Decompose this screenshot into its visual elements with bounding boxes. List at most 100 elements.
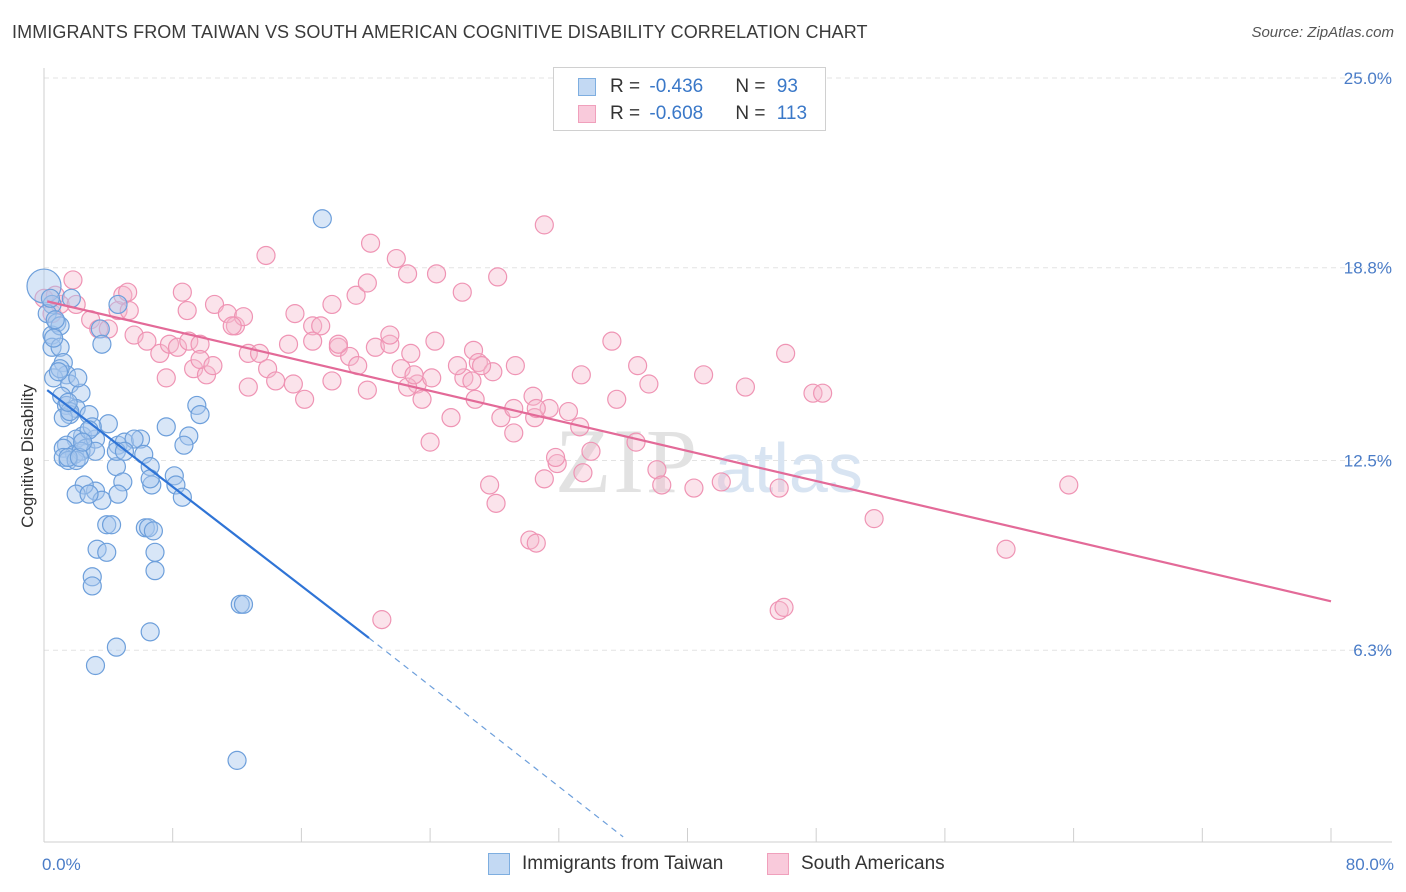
point-taiwan <box>68 368 88 388</box>
point-south-american <box>372 610 392 630</box>
point-taiwan <box>82 576 102 596</box>
watermark-atlas: atlas <box>715 429 863 507</box>
tick-labels: 6.3% 12.5% 18.8% 25.0% 0.0% 80.0% <box>42 69 1394 874</box>
bottom-legend-label-south-americans: South Americans <box>801 853 945 874</box>
point-south-american <box>357 380 377 400</box>
point-south-american <box>483 362 503 382</box>
point-south-american <box>346 285 366 305</box>
point-south-american <box>1059 475 1079 495</box>
point-south-american <box>360 233 381 253</box>
point-south-american <box>357 273 377 293</box>
point-taiwan <box>73 432 93 452</box>
point-south-american <box>480 475 500 495</box>
legend-row-south-americans: R = -0.608 N = 113 <box>578 102 807 126</box>
point-taiwan <box>58 392 78 412</box>
point-south-american <box>504 423 524 443</box>
point-taiwan <box>113 472 133 492</box>
point-south-american <box>471 356 492 376</box>
point-south-american <box>545 447 566 468</box>
trend-line-taiwan-extrapolated <box>368 637 624 838</box>
bottom-legend-taiwan: Immigrants from Taiwan <box>488 852 723 876</box>
point-taiwan <box>106 637 126 657</box>
point-south-american <box>156 368 176 388</box>
point-south-american <box>172 282 192 302</box>
point-taiwan <box>97 542 117 562</box>
chart-title: IMMIGRANTS FROM TAIWAN VS SOUTH AMERICAN… <box>12 22 868 42</box>
point-taiwan <box>47 313 67 333</box>
legend-n-value: 93 <box>776 76 798 97</box>
point-south-american <box>639 374 659 394</box>
point-south-american <box>769 478 789 498</box>
x-tick-label-max: 80.0% <box>1346 855 1394 874</box>
point-taiwan <box>98 414 118 434</box>
point-south-american <box>647 460 667 480</box>
point-south-american <box>452 282 472 302</box>
point-taiwan <box>58 447 78 468</box>
source-label: Source: ZipAtlas.com <box>1251 24 1394 41</box>
point-south-american <box>468 352 488 373</box>
point-south-american <box>167 337 188 357</box>
bottom-legend-label-taiwan: Immigrants from Taiwan <box>522 853 724 874</box>
point-south-american <box>581 441 601 461</box>
point-south-american <box>177 300 197 321</box>
legend-r-label: R = <box>610 103 646 124</box>
series-south-americans <box>34 215 1079 630</box>
point-south-american <box>137 331 157 351</box>
bottom-swatch-blue <box>488 853 510 875</box>
trend-line-taiwan <box>46 389 370 639</box>
legend-n-value: 113 <box>776 103 808 124</box>
point-taiwan <box>26 268 62 304</box>
point-south-american <box>652 475 672 495</box>
point-south-american <box>401 343 421 363</box>
point-taiwan <box>145 561 165 581</box>
y-tick-label: 6.3% <box>1353 641 1392 660</box>
point-south-american <box>735 377 756 397</box>
point-south-american <box>386 248 406 269</box>
stats-legend: R = -0.436 N = 93 R = -0.608 N = 113 <box>553 67 826 131</box>
point-south-american <box>285 304 305 324</box>
y-tick-label: 12.5% <box>1344 452 1392 471</box>
point-taiwan <box>92 334 112 354</box>
point-south-american <box>505 356 525 376</box>
watermark: ZIP atlas <box>555 410 863 512</box>
trend-lines <box>46 300 1332 838</box>
point-taiwan <box>145 542 165 562</box>
point-taiwan <box>108 294 128 315</box>
point-south-american <box>813 383 833 403</box>
legend-r-label: R = <box>610 76 646 97</box>
point-south-american <box>425 331 445 351</box>
point-south-american <box>256 245 276 266</box>
point-taiwan <box>140 622 160 642</box>
point-taiwan <box>166 475 186 495</box>
point-taiwan <box>44 328 64 348</box>
point-taiwan <box>45 310 65 330</box>
point-taiwan <box>90 319 110 339</box>
point-taiwan <box>48 362 69 382</box>
point-taiwan <box>97 515 117 535</box>
point-south-american <box>602 331 622 351</box>
point-south-american <box>295 389 315 409</box>
point-south-american <box>864 509 884 529</box>
trend-line-south-americans <box>46 300 1332 603</box>
point-taiwan <box>179 426 199 446</box>
point-taiwan <box>140 469 160 489</box>
point-taiwan <box>143 521 163 541</box>
point-south-american <box>684 478 704 498</box>
point-south-american <box>526 398 546 419</box>
point-south-american <box>203 356 223 376</box>
point-taiwan <box>79 484 99 504</box>
point-south-american <box>283 374 303 394</box>
point-taiwan <box>190 405 210 425</box>
watermark-zip: ZIP <box>555 410 699 512</box>
point-south-american <box>776 343 796 363</box>
point-taiwan <box>85 655 106 676</box>
point-south-american <box>238 377 258 397</box>
point-taiwan <box>174 435 194 455</box>
point-south-american <box>420 432 440 452</box>
point-south-american <box>486 493 506 513</box>
point-south-american <box>523 386 543 406</box>
point-south-american <box>222 316 242 336</box>
point-taiwan <box>172 487 192 507</box>
bottom-legend-south-americans: South Americans <box>767 852 945 876</box>
